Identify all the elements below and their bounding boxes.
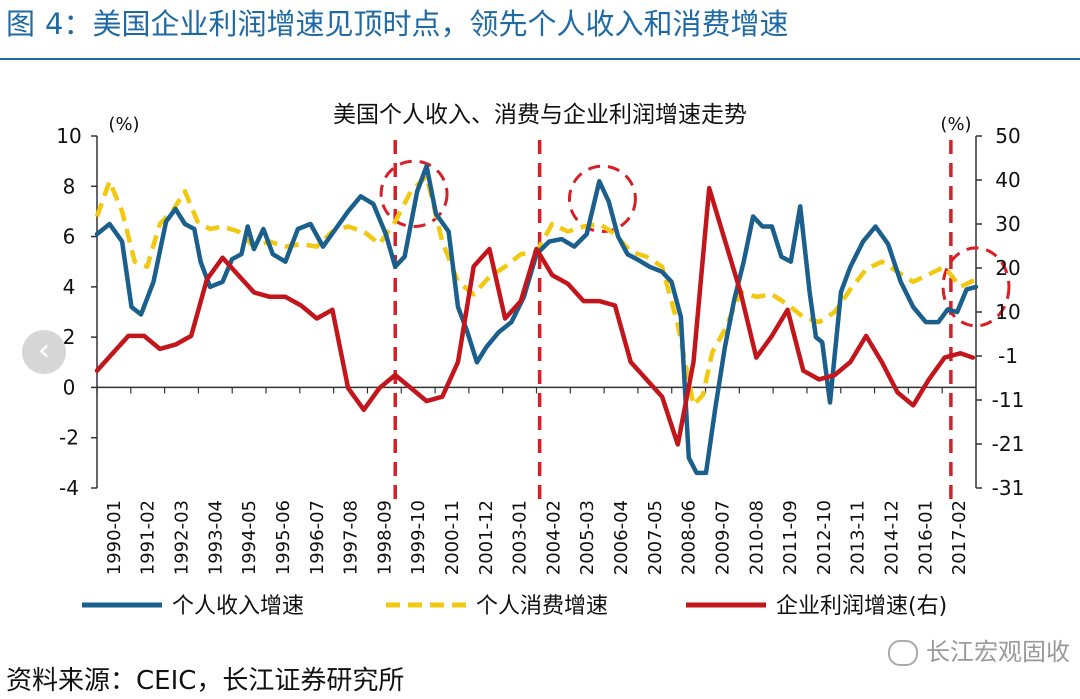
left-tick-label: -4 (59, 476, 79, 500)
right-tick-label: -1 (998, 344, 1018, 368)
figure-header: 图 4：美国企业利润增速见顶时点，领先个人收入和消费增速 (6, 2, 788, 46)
x-tick-label: 2014-12 (881, 500, 902, 575)
right-tick-label: -21 (992, 432, 1025, 456)
x-tick-label: 2006-04 (611, 500, 632, 575)
axes (91, 135, 982, 489)
previous-image-button[interactable]: ‹ (22, 330, 66, 374)
left-axis-unit: (%) (108, 114, 139, 135)
x-tick-label: 2003-01 (510, 500, 531, 575)
chart-title: 美国个人收入、消费与企业利润增速走势 (333, 102, 747, 128)
watermark-text: 长江宏观固收 (926, 638, 1070, 666)
x-tick-label: 1998-09 (374, 500, 395, 575)
legend-label: 企业利润增速(右) (776, 594, 947, 619)
x-tick-label: 2001-12 (476, 500, 497, 575)
left-tick-label: 2 (63, 325, 76, 349)
watermark: 长江宏观固收 (888, 632, 1070, 667)
left-tick-label: 0 (63, 375, 76, 399)
x-tick-label: 2016-01 (915, 500, 936, 575)
x-tick-label: 2005-03 (577, 500, 598, 575)
right-tick-label: 20 (995, 256, 1020, 280)
left-tick-label: 10 (56, 124, 81, 148)
peak-highlight-circle (567, 164, 637, 234)
series-line-profit (94, 185, 976, 447)
x-tick-label: 2000-11 (442, 500, 463, 575)
x-tick-label: 2011-09 (780, 500, 801, 575)
line-chart: 美国个人收入、消费与企业利润增速走势 (%) (%) 1086420-2-450… (56, 102, 1024, 619)
peak-highlight-circle (379, 159, 449, 229)
right-tick-label: 50 (995, 124, 1020, 148)
left-tick-label: 4 (63, 275, 76, 299)
chat-bubble-icon (888, 640, 918, 666)
right-tick-label: 30 (995, 212, 1020, 236)
left-tick-label: 6 (63, 225, 76, 249)
x-tick-label: 1997-08 (341, 500, 362, 575)
left-tick-label: -2 (59, 426, 79, 450)
x-tick-label: 2013-11 (848, 500, 869, 575)
x-tick-label: 2009-07 (712, 500, 733, 575)
x-tick-label: 1995-06 (273, 500, 294, 575)
x-tick-label: 1991-02 (138, 500, 159, 575)
right-tick-label: -31 (992, 476, 1025, 500)
x-tick-label: 2012-10 (814, 500, 835, 575)
right-tick-label: 10 (995, 300, 1020, 324)
figure-header-text: 美国企业利润增速见顶时点，领先个人收入和消费增速 (92, 7, 789, 41)
x-tick-label: 2007-05 (645, 500, 666, 575)
legend-label: 个人消费增速 (476, 594, 608, 619)
chart-text: 美国个人收入、消费与企业利润增速走势 (%) (%) 1086420-2-450… (56, 102, 1024, 575)
x-tick-label: 2004-02 (543, 500, 564, 575)
figure-number: 4： (45, 7, 93, 41)
right-tick-label: -11 (992, 388, 1025, 412)
x-tick-label: 1992-03 (172, 500, 193, 575)
series-line-consumption (94, 173, 977, 408)
series-lines (94, 163, 979, 476)
peak-highlight-circle (941, 246, 1011, 328)
annotations (379, 140, 1011, 500)
x-tick-label: 1994-05 (239, 500, 260, 575)
x-tick-label: 2017-02 (949, 500, 970, 575)
x-tick-label: 1996-07 (307, 500, 328, 575)
x-tick-label: 1999-10 (408, 500, 429, 575)
x-tick-label: 1993-04 (205, 500, 226, 575)
left-tick-label: 8 (63, 174, 76, 198)
right-axis-unit: (%) (940, 114, 971, 135)
legend-label: 个人收入增速 (172, 594, 304, 619)
x-tick-label: 1990-01 (104, 500, 125, 575)
header-rule (0, 58, 1080, 60)
right-tick-label: 40 (995, 168, 1020, 192)
legend: 个人收入增速 个人消费增速 企业利润增速(右) (82, 594, 947, 619)
figure-label: 图 (6, 7, 36, 41)
source-note: 资料来源：CEIC，长江证券研究所 (6, 666, 405, 696)
series-line-income (94, 163, 979, 476)
x-tick-label: 2008-06 (679, 500, 700, 575)
x-tick-label: 2010-08 (746, 500, 767, 575)
